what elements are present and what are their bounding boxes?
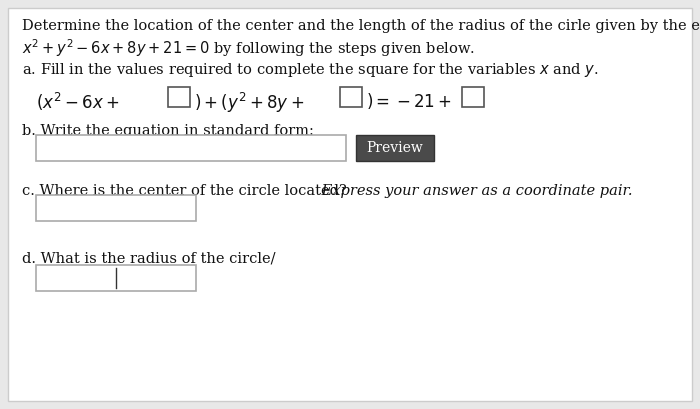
Bar [356,135,434,161]
Bar [36,135,346,161]
Text: Preview: Preview [367,141,424,155]
Bar [462,87,484,107]
Text: Express your answer as a coordinate pair.: Express your answer as a coordinate pair… [317,184,633,198]
Text: $x^2 + y^2 - 6x + 8y + 21 = 0$ by following the steps given below.: $x^2 + y^2 - 6x + 8y + 21 = 0$ by follow… [22,37,475,59]
Bar [36,265,196,291]
Text: Determine the location of the center and the length of the radius of the cirle g: Determine the location of the center and… [22,19,700,33]
Text: $) = -21 +$: $) = -21 +$ [366,91,452,111]
Bar [340,87,362,107]
Bar [36,195,196,221]
Text: a. Fill in the values required to complete the square for the variables $x$ and : a. Fill in the values required to comple… [22,61,598,79]
Bar [168,87,190,107]
Text: d. What is the radius of the circle/: d. What is the radius of the circle/ [22,251,276,265]
Text: c. Where is the center of the circle located?: c. Where is the center of the circle loc… [22,184,346,198]
Text: $(x^2 - 6x +$: $(x^2 - 6x +$ [36,91,119,113]
Text: $) + (y^2 + 8y +$: $) + (y^2 + 8y +$ [194,91,304,115]
Text: b. Write the equation in standard form:: b. Write the equation in standard form: [22,124,314,138]
